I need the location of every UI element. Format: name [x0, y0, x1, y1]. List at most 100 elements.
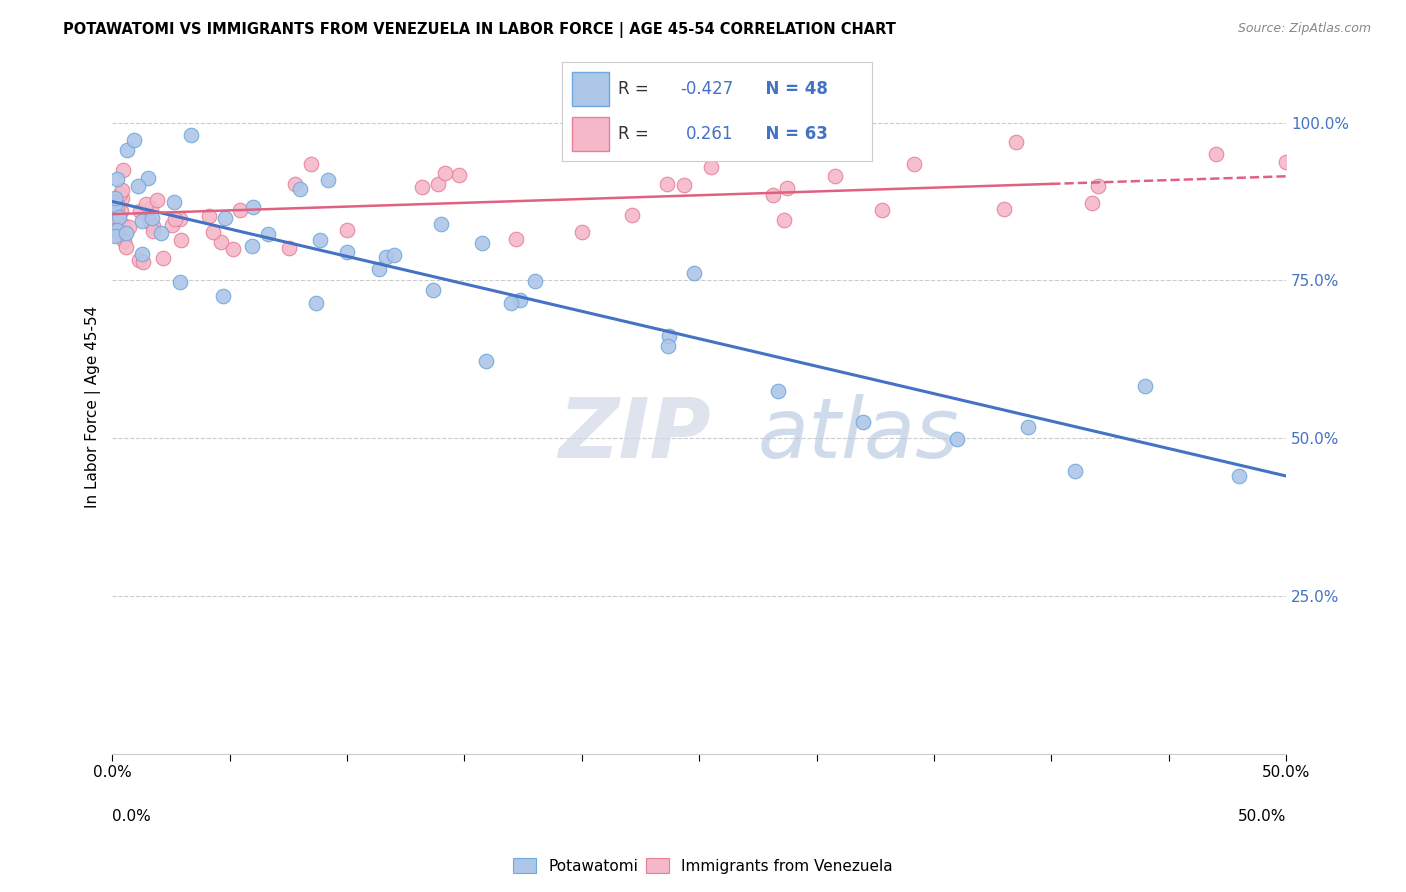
Text: ZIP: ZIP: [558, 394, 711, 475]
Point: [256, 227, 278, 241]
Point: [160, 219, 183, 233]
Point: [335, 223, 357, 237]
Point: [1087, 178, 1109, 193]
Text: Source: ZipAtlas.com: Source: ZipAtlas.com: [1237, 22, 1371, 36]
Point: [169, 275, 191, 289]
Point: [658, 328, 681, 343]
Point: [449, 169, 471, 183]
Point: [1205, 147, 1227, 161]
Point: [621, 208, 644, 222]
Point: [1017, 420, 1039, 434]
Point: [229, 202, 252, 217]
Point: [683, 266, 706, 280]
Point: [111, 191, 134, 205]
Point: [1005, 135, 1028, 149]
Text: 0.0%: 0.0%: [112, 809, 152, 824]
Point: [870, 202, 893, 217]
Point: [103, 209, 125, 223]
Point: [1275, 155, 1298, 169]
Point: [1081, 196, 1104, 211]
Point: [104, 217, 127, 231]
Point: [299, 157, 322, 171]
Point: [118, 220, 141, 235]
Point: [305, 296, 328, 310]
Legend: Potawatomi, Immigrants from Venezuela: Potawatomi, Immigrants from Venezuela: [508, 852, 898, 880]
Point: [104, 197, 127, 211]
Point: [110, 203, 132, 218]
Text: N = 63: N = 63: [754, 125, 828, 143]
Point: [115, 240, 138, 254]
Text: 0.261: 0.261: [686, 125, 734, 143]
Point: [1133, 379, 1156, 393]
Point: [198, 209, 221, 223]
Point: [170, 233, 193, 247]
Point: [672, 178, 695, 193]
Y-axis label: In Labor Force | Age 45-54: In Labor Force | Age 45-54: [86, 305, 101, 508]
Bar: [572, 118, 609, 151]
Point: [993, 202, 1015, 216]
Point: [115, 227, 138, 241]
Point: [278, 241, 301, 255]
Point: [103, 194, 125, 209]
Point: [434, 166, 457, 180]
Text: N = 48: N = 48: [754, 80, 828, 98]
Point: [132, 255, 155, 269]
Point: [142, 224, 165, 238]
Point: [471, 235, 494, 250]
Point: [501, 296, 523, 310]
Point: [768, 384, 790, 398]
Point: [107, 228, 129, 243]
Point: [571, 226, 593, 240]
Point: [108, 187, 131, 202]
Text: -0.427: -0.427: [681, 80, 733, 98]
Point: [111, 182, 134, 196]
Point: [105, 223, 128, 237]
Point: [112, 234, 135, 248]
Point: [115, 143, 138, 157]
Point: [212, 289, 235, 303]
Point: [762, 188, 785, 202]
Point: [165, 212, 187, 227]
Point: [104, 229, 127, 244]
Point: [104, 191, 127, 205]
Point: [111, 162, 134, 177]
Point: [180, 128, 202, 142]
Point: [776, 180, 799, 194]
Point: [169, 211, 191, 226]
Point: [505, 232, 527, 246]
Point: [1227, 468, 1250, 483]
Point: [509, 293, 531, 308]
Point: [475, 354, 498, 368]
Point: [127, 178, 149, 193]
Point: [202, 225, 225, 239]
Point: [141, 211, 163, 225]
Point: [824, 169, 846, 183]
Point: [222, 242, 245, 256]
Point: [136, 171, 159, 186]
Point: [700, 160, 723, 174]
Point: [131, 214, 153, 228]
Point: [142, 219, 165, 233]
Point: [146, 193, 169, 207]
Text: 50.0%: 50.0%: [1237, 809, 1286, 824]
Point: [152, 251, 174, 265]
Point: [139, 215, 162, 229]
Point: [336, 245, 359, 260]
Point: [368, 261, 391, 276]
Point: [1063, 464, 1085, 478]
Point: [657, 178, 679, 192]
Point: [240, 239, 263, 253]
Point: [430, 217, 453, 231]
Point: [135, 196, 157, 211]
Point: [411, 179, 433, 194]
Point: [105, 198, 128, 212]
Text: R =: R =: [619, 125, 659, 143]
Text: R =: R =: [619, 80, 654, 98]
Point: [309, 234, 332, 248]
Point: [108, 222, 131, 236]
Point: [284, 177, 307, 191]
Point: [139, 201, 162, 215]
Point: [209, 235, 232, 249]
Point: [772, 212, 794, 227]
Point: [112, 218, 135, 232]
